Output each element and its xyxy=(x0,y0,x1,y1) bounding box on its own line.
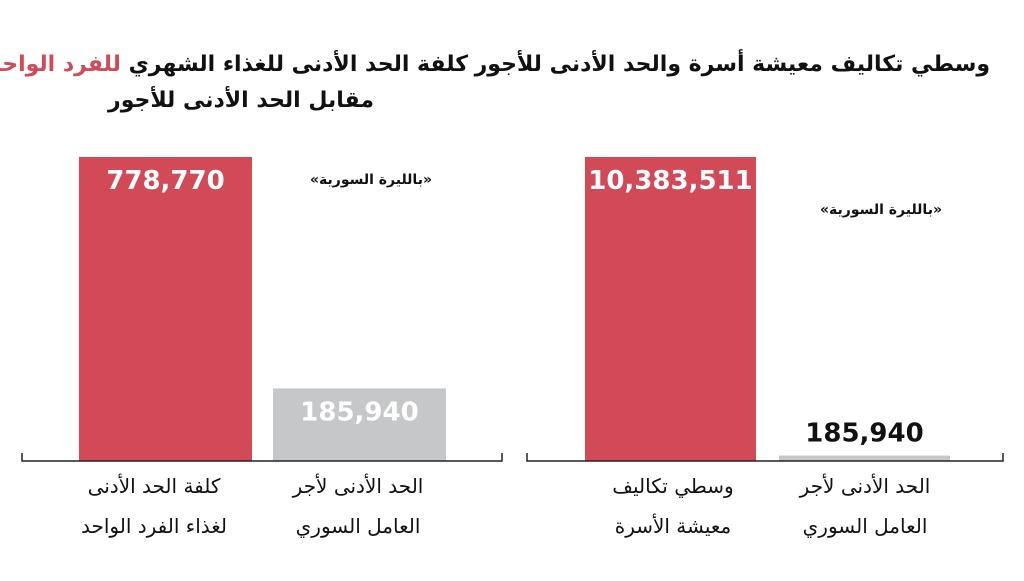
right-bar-1 xyxy=(585,157,756,461)
right-cat-wage-line2: العامل السوري xyxy=(802,514,928,538)
left-chart-title: كلفة الحد الأدنى للغذاء الشهري للفرد الو… xyxy=(0,50,468,80)
left-title-prefix: كلفة الحد الأدنى للغذاء الشهري xyxy=(128,52,468,77)
right-value-label-1: 10,383,511 xyxy=(588,166,752,196)
left-bar-1 xyxy=(79,157,252,461)
right-cat-label-family: وسطي تكاليف معيشة الأسرة xyxy=(588,466,758,546)
left-value-label-1: 778,770 xyxy=(106,166,224,196)
left-value-label-2: 185,940 xyxy=(300,397,418,427)
chart-right: 10,383,511 185,940 xyxy=(526,157,1004,462)
left-cat-wage-line2: العامل السوري xyxy=(295,514,421,538)
left-cat-label-wage: الحد الأدنى لأجر العامل السوري xyxy=(270,466,446,546)
right-value-label-2: 185,940 xyxy=(805,419,923,449)
right-currency-note: «بالليرة السورية» xyxy=(819,202,942,218)
left-title-accent: للفرد الواحد xyxy=(0,52,121,77)
left-bar-2 xyxy=(273,388,446,461)
left-cat-food-line1: كلفة الحد الأدنى xyxy=(87,474,221,498)
right-cat-wage-line1: الحد الأدنى لأجر xyxy=(799,474,931,498)
right-chart-title: وسطي تكاليف معيشة أسرة والحد الأدنى للأج… xyxy=(474,52,990,77)
left-chart-title-line2: مقابل الحد الأدنى للأجور xyxy=(108,88,374,113)
right-cat-family-line2: معيشة الأسرة xyxy=(614,514,732,538)
left-cat-label-food: كلفة الحد الأدنى لغذاء الفرد الواحد xyxy=(66,466,242,546)
right-baseline-axis xyxy=(526,453,1004,462)
right-cat-label-wage: الحد الأدنى لأجر العامل السوري xyxy=(780,466,950,546)
chart-left: 778,770 185,940 xyxy=(21,157,503,462)
left-baseline-axis xyxy=(21,453,503,462)
right-cat-family-line1: وسطي تكاليف xyxy=(612,474,734,498)
left-cat-wage-line1: الحد الأدنى لأجر xyxy=(292,474,424,498)
right-bar-2 xyxy=(779,455,950,461)
left-cat-food-line2: لغذاء الفرد الواحد xyxy=(80,514,228,538)
left-currency-note: «بالليرة السورية» xyxy=(309,172,432,188)
